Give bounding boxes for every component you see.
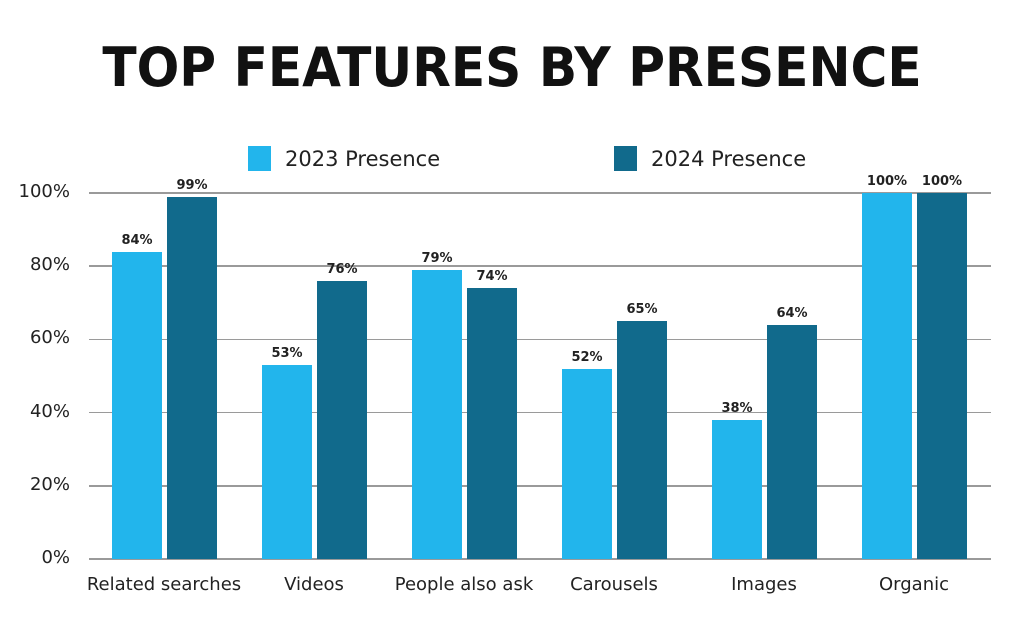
bar-2024 [467,288,517,559]
x-category-label: People also ask [394,574,534,595]
bar-2024 [617,321,667,559]
x-category-label: Organic [878,574,949,595]
legend-label-2024: 2024 Presence [651,146,807,171]
bar-value-label: 53% [271,346,303,362]
bar-2024 [317,280,367,559]
bar-2023 [712,419,762,559]
bar-value-label: 74% [476,269,508,285]
x-category-label: Videos [284,574,344,595]
legend-swatch-2024-icon [614,146,637,171]
x-category-label: Related searches [86,574,242,595]
y-tick-label: 0% [41,547,70,568]
gridline [89,558,991,560]
bar-value-label: 99% [176,177,208,193]
x-category-label: Carousels [570,574,658,595]
bar-2023 [562,368,612,559]
x-category-label: Images [731,574,797,595]
gridline [89,338,991,341]
bar-value-label: 76% [326,261,358,277]
legend-item-2024: 2024 Presence [614,146,806,171]
bar-value-label: 38% [721,400,753,416]
gridline [89,485,991,487]
gridline [89,265,991,267]
bar-value-label: 100% [921,174,963,189]
bar-2024 [167,196,217,559]
bar-2023 [262,365,312,559]
y-tick-label: 60% [29,327,70,349]
y-tick-label: 40% [29,400,70,422]
chart-title: TOP FEATURES BY PRESENCE [102,36,922,99]
bar-2023 [862,193,912,559]
legend-swatch-2023-icon [248,146,271,171]
legend-label-2023: 2023 Presence [285,146,441,171]
bar-value-label: 52% [571,349,603,365]
gridline [89,192,991,194]
bar-value-label: 65% [626,302,658,318]
bar-value-label: 100% [866,174,908,189]
bar-value-label: 64% [776,305,808,321]
y-tick-label: 80% [29,254,70,276]
y-tick-label: 20% [29,473,70,495]
bar-2023 [412,269,462,559]
bar-value-label: 79% [421,250,453,266]
y-tick-label: 100% [18,181,70,202]
bar-2024 [767,324,817,559]
bar-2023 [112,251,162,559]
legend-item-2023: 2023 Presence [248,146,440,171]
bar-2024 [917,193,967,559]
gridline [89,411,991,414]
bar-value-label: 84% [121,232,153,248]
